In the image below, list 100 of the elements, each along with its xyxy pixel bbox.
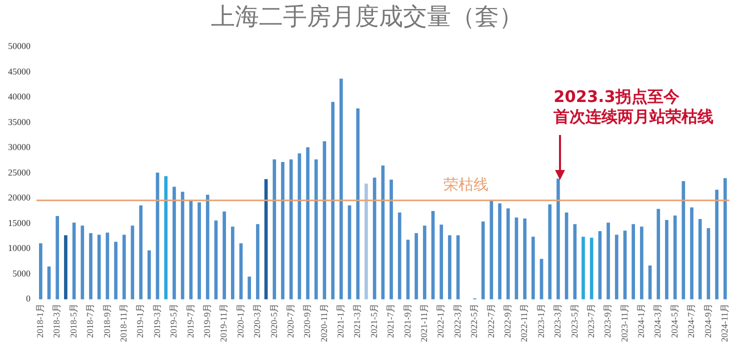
- y-tick-label: 15000: [8, 218, 31, 228]
- x-tick-label: 2018-9月: [102, 303, 112, 338]
- bar: [130, 226, 134, 300]
- bar: [214, 220, 218, 300]
- bar: [656, 208, 660, 300]
- x-tick-label: 2019-5月: [168, 303, 179, 338]
- y-tick-label: 25000: [8, 167, 31, 178]
- y-tick-label: 10000: [8, 243, 31, 254]
- bar: [623, 230, 627, 300]
- bar: [289, 159, 293, 300]
- x-tick-label: 2019-7月: [185, 303, 196, 338]
- x-tick-label: 2019-11月: [218, 303, 229, 342]
- bar: [456, 235, 460, 300]
- x-tick-label: 2023-3月: [552, 303, 563, 338]
- bar: [582, 236, 585, 300]
- bar: [272, 159, 276, 300]
- bar: [632, 224, 635, 300]
- x-tick-label: 2024-5月: [669, 303, 680, 338]
- x-tick-label: 2020-3月: [252, 303, 262, 338]
- x-tick-label: 2024-1月: [636, 303, 646, 338]
- bar: [398, 212, 402, 300]
- x-tick-label: 2020-9月: [302, 303, 312, 338]
- bar: [222, 211, 226, 300]
- bar: [281, 162, 284, 300]
- x-tick-label: 2024-11月: [720, 303, 730, 342]
- bar: [56, 216, 60, 300]
- bar: [422, 226, 426, 300]
- bar: [256, 224, 260, 300]
- x-tick-label: 2019-3月: [152, 303, 162, 338]
- x-tick-label: 2024-7月: [686, 303, 696, 338]
- bar: [614, 234, 618, 300]
- y-tick-label: 5000: [12, 268, 31, 278]
- bar: [139, 205, 143, 300]
- bar: [498, 203, 502, 300]
- x-tick-label: 2020-7月: [285, 303, 296, 338]
- bar: [573, 224, 577, 300]
- bar: [230, 226, 234, 300]
- bar: [80, 226, 84, 300]
- x-tick-label: 2020-11月: [318, 303, 329, 342]
- x-tick-label: 2018-3月: [52, 303, 62, 338]
- bar: [381, 165, 385, 300]
- x-tick-label: 2020-1月: [235, 303, 246, 338]
- bar: [331, 102, 334, 300]
- bar: [356, 108, 360, 300]
- bar: [97, 234, 101, 300]
- x-tick-label: 2022-7月: [486, 303, 496, 338]
- x-tick-label: 2023-7月: [586, 303, 596, 338]
- bar: [723, 178, 727, 300]
- ref-line-label: 荣枯线: [444, 176, 489, 194]
- bar: [106, 232, 110, 300]
- bar: [481, 222, 485, 300]
- bar: [340, 78, 343, 300]
- bar: [440, 224, 444, 300]
- x-tick-label: 2023-1月: [536, 303, 546, 338]
- bar: [64, 235, 68, 300]
- x-tick-label: 2022-5月: [469, 303, 480, 338]
- x-tick-label: 2020-5月: [268, 303, 279, 338]
- bar: [206, 194, 210, 300]
- bar: [690, 207, 694, 300]
- x-tick-label: 2024-9月: [702, 303, 713, 338]
- x-tick-label: 2021-3月: [352, 303, 362, 338]
- x-tick-label: 2018-1月: [35, 303, 46, 338]
- bar: [606, 222, 610, 300]
- x-tick-label: 2023-11月: [619, 303, 630, 342]
- x-tick-label: 2018-5月: [68, 303, 78, 338]
- x-tick-label: 2022-3月: [452, 303, 462, 338]
- bar: [306, 147, 310, 300]
- bar: [89, 233, 92, 300]
- bar: [665, 220, 668, 300]
- x-tick-label: 2023-9月: [602, 303, 613, 338]
- bar: [406, 240, 410, 300]
- x-tick-label: 2019-1月: [135, 303, 146, 338]
- bar: [531, 236, 535, 300]
- bar: [172, 186, 176, 300]
- bar: [548, 204, 552, 300]
- x-tick-label: 2024-3月: [652, 303, 663, 338]
- x-tick-label: 2022-9月: [502, 303, 512, 338]
- x-tick-label: 2023-5月: [569, 303, 580, 338]
- x-tick-label: 2018-11月: [118, 303, 129, 342]
- chart-title: 上海二手房月度成交量（套）: [211, 4, 523, 31]
- y-tick-label: 45000: [8, 66, 31, 76]
- bar: [715, 190, 718, 300]
- x-tick-label: 2021-7月: [386, 303, 396, 338]
- bar: [248, 276, 252, 300]
- y-tick-label: 0: [26, 294, 31, 304]
- x-tick-label: 2019-9月: [202, 303, 212, 338]
- bar: [506, 208, 510, 300]
- bar: [523, 218, 526, 300]
- bar: [706, 228, 710, 300]
- x-tick-label: 2022-11月: [519, 303, 530, 342]
- bar: [164, 176, 168, 300]
- x-tick-label: 2021-9月: [402, 303, 412, 338]
- bar: [640, 226, 644, 300]
- y-tick-label: 35000: [8, 116, 31, 127]
- y-tick-label: 50000: [8, 41, 31, 52]
- x-tick-label: 2021-5月: [368, 303, 379, 338]
- bar: [682, 181, 686, 300]
- bar: [314, 159, 318, 300]
- bar: [72, 222, 76, 300]
- x-tick-label: 2021-11月: [419, 303, 430, 342]
